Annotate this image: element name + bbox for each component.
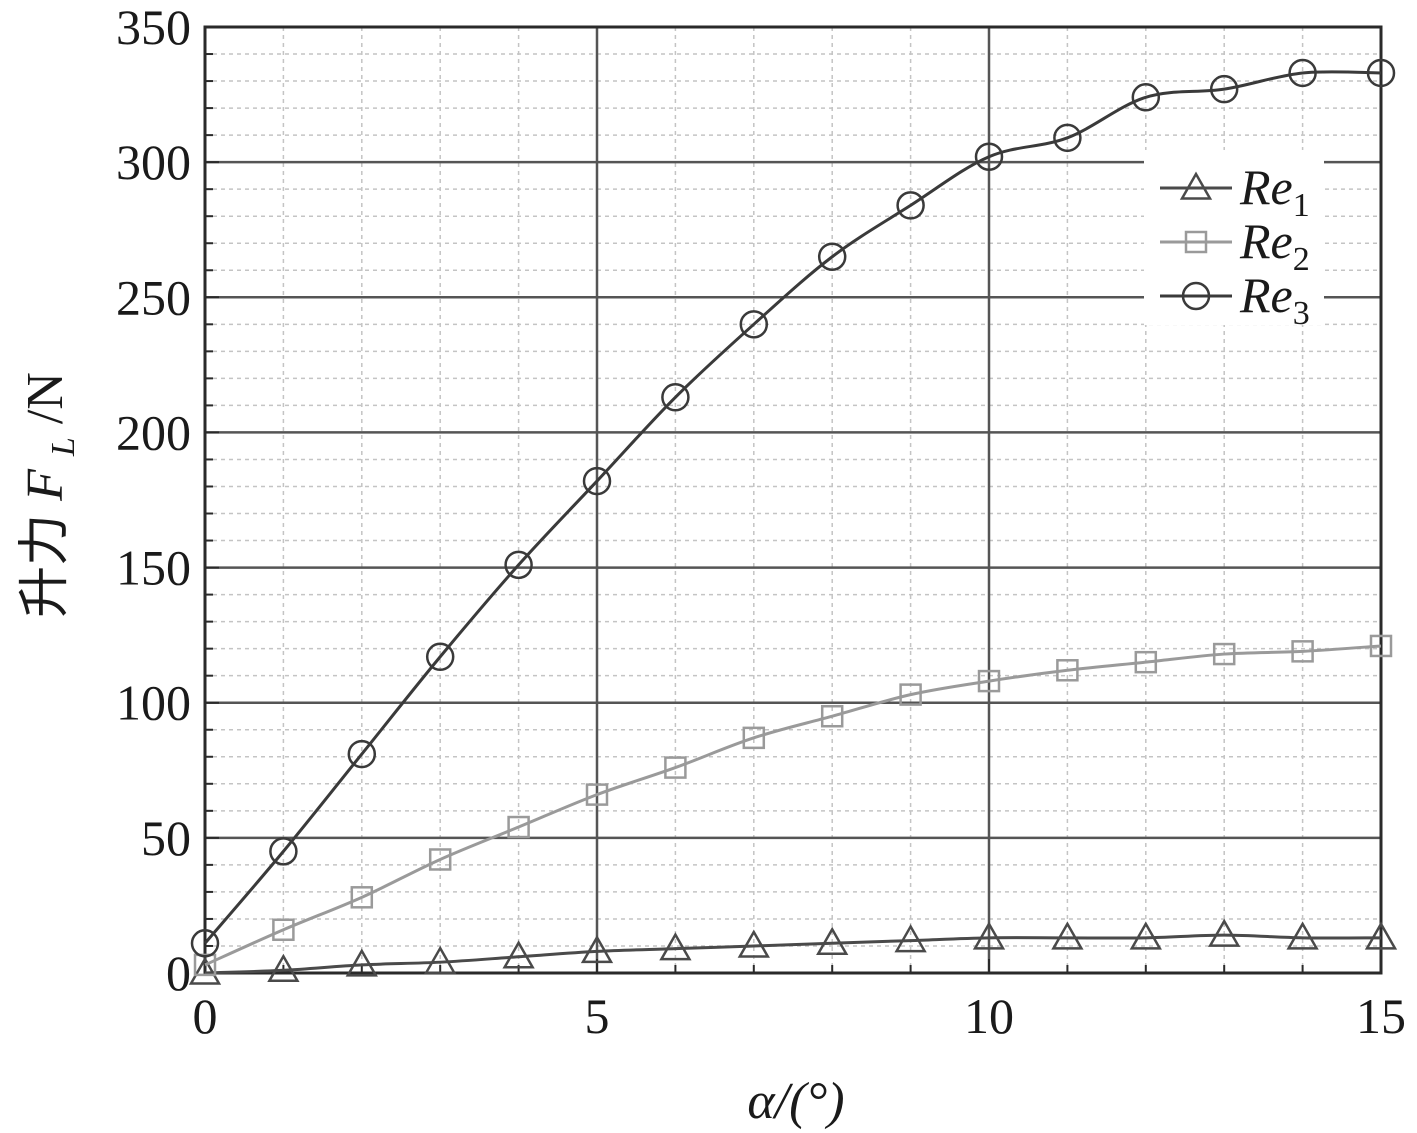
data-point-Re2 <box>1369 634 1393 658</box>
data-point-Re1 <box>816 926 849 956</box>
y-axis-title-prefix: 升力 <box>17 514 74 618</box>
legend-item-Re3: Re3 <box>1160 267 1310 332</box>
data-point-Re1 <box>1364 921 1398 950</box>
data-point-Re3 <box>1288 58 1317 88</box>
data-point-Re1 <box>737 929 770 958</box>
x-tick-labels: 0 5 10 15 <box>193 988 1407 1044</box>
data-point-Re3 <box>347 739 377 769</box>
y-tick-labels: 0 50 100 150 200 250 300 350 <box>116 0 191 1001</box>
data-point-Re3 <box>582 466 612 496</box>
data-point-Re1 <box>424 945 457 974</box>
plot-frame <box>203 25 1383 975</box>
legend-label-sub: 2 <box>1293 241 1310 278</box>
series-line-Re3 <box>203 70 1382 945</box>
data-point-Re1 <box>1129 921 1162 950</box>
data-point-Re3 <box>661 383 690 412</box>
data-point-Re1 <box>267 953 300 983</box>
y-tick-label: 50 <box>141 810 191 866</box>
x-axis-title: α/(°) <box>747 1073 844 1130</box>
y-axis-title-sub: L <box>45 437 82 457</box>
data-point-Re3 <box>739 310 769 339</box>
series-Re1 <box>188 918 1398 985</box>
data-point-Re3 <box>1053 123 1082 153</box>
data-point-Re3 <box>1366 58 1396 88</box>
data-point-Re2 <box>742 726 766 750</box>
y-tick-label: 250 <box>116 269 191 325</box>
minor-grid <box>205 27 1381 973</box>
data-point-Re2 <box>664 756 687 779</box>
y-axis-title-var: F <box>17 468 74 502</box>
series-Re3 <box>190 58 1396 958</box>
x-tick-label: 10 <box>964 988 1014 1044</box>
data-point-Re3 <box>504 550 533 580</box>
legend-item-Re1: Re1 <box>1160 159 1310 224</box>
series-line-Re1 <box>204 933 1382 975</box>
data-point-Re2 <box>899 683 922 706</box>
legend-label: Re3 <box>1239 267 1310 332</box>
y-axis-title: 升力 F L /N <box>17 372 86 618</box>
data-point-Re1 <box>188 956 222 985</box>
y-tick-label: 150 <box>116 540 191 596</box>
data-point-Re2 <box>1134 650 1158 674</box>
data-point-Re1 <box>1208 918 1241 947</box>
y-tick-label: 100 <box>116 675 191 731</box>
legend-label: Re2 <box>1239 213 1310 278</box>
data-point-Re1 <box>580 934 614 964</box>
data-point-Re2 <box>585 783 609 806</box>
y-tick-label: 0 <box>166 945 191 1001</box>
data-point-Re1 <box>1051 921 1084 950</box>
series-line-Re2 <box>204 644 1382 967</box>
data-point-Re3 <box>817 242 847 271</box>
legend-marker-square <box>1184 230 1208 254</box>
data-point-Re2 <box>820 704 844 728</box>
y-tick-label: 350 <box>116 0 191 55</box>
plot-border <box>203 25 1383 975</box>
series-Re2 <box>193 634 1393 977</box>
data-point-Re2 <box>507 815 530 839</box>
data-point-Re1 <box>345 948 378 977</box>
legend-marker-circle <box>1181 281 1211 311</box>
legend-item-Re2: Re2 <box>1160 213 1310 278</box>
x-tick-label: 5 <box>585 988 610 1044</box>
data-point-Re1 <box>502 940 535 969</box>
data-point-Re3 <box>896 191 925 220</box>
y-axis-title-suffix: /N <box>17 372 74 424</box>
axis-ticks <box>204 26 1382 974</box>
data-point-Re2 <box>1291 640 1314 663</box>
x-tick-label: 15 <box>1356 988 1406 1044</box>
data-point-Re1 <box>1286 921 1319 950</box>
y-tick-label: 200 <box>116 404 191 460</box>
data-point-Re3 <box>974 142 1004 171</box>
legend-label-name: Re <box>1239 267 1293 323</box>
data-point-Re2 <box>1056 659 1079 682</box>
data-point-Re2 <box>193 953 217 977</box>
legend-marker-triangle <box>1179 171 1213 200</box>
legend-label: Re1 <box>1239 159 1310 224</box>
y-tick-label: 300 <box>116 134 191 190</box>
data-point-Re2 <box>1212 642 1236 666</box>
data-point-Re2 <box>272 918 295 942</box>
legend-label-sub: 3 <box>1293 295 1310 332</box>
data-point-Re1 <box>659 932 692 961</box>
data-point-Re1 <box>894 924 927 953</box>
data-point-Re3 <box>190 929 220 958</box>
legend-label-name: Re <box>1239 213 1293 269</box>
data-point-Re2 <box>977 669 1001 693</box>
data-point-Re2 <box>428 848 452 871</box>
legend-label-name: Re <box>1239 159 1293 215</box>
data-point-Re2 <box>350 886 374 909</box>
legend-label-sub: 1 <box>1293 187 1310 224</box>
series-layer <box>188 58 1398 985</box>
data-point-Re3 <box>1131 83 1161 112</box>
data-point-Re3 <box>1209 74 1239 104</box>
data-point-Re1 <box>972 921 1006 950</box>
x-tick-label: 0 <box>193 988 218 1044</box>
data-point-Re3 <box>425 642 455 672</box>
data-point-Re3 <box>269 837 298 866</box>
